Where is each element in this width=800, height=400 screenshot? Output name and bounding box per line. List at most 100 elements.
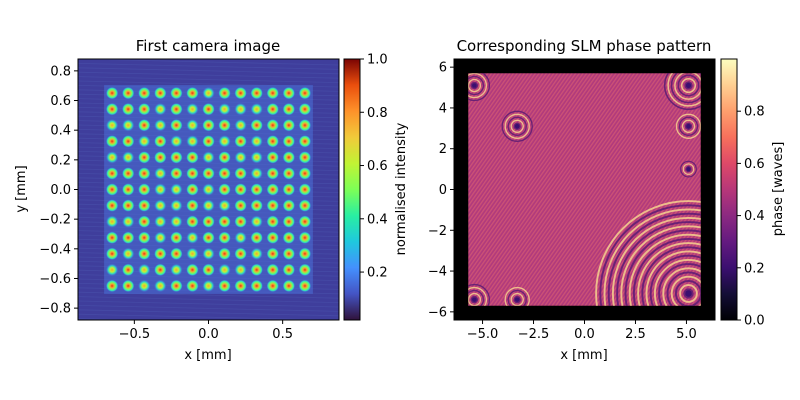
camera-spot xyxy=(250,247,263,260)
slm-fringe-ring xyxy=(603,208,701,306)
camera-spot xyxy=(138,215,151,228)
camera-image-y-ticks: −0.8 −0.6 −0.4 −0.2 0.0 0.2 0.4 0.6 0.8 xyxy=(39,64,78,317)
camera-spot xyxy=(218,135,231,148)
slm-fringe-center xyxy=(686,123,691,129)
camera-spot xyxy=(154,247,167,260)
slm-fringe-ring xyxy=(507,116,527,136)
camera-spot xyxy=(202,135,215,148)
slm-fringe-center xyxy=(471,297,477,303)
camera-image-y-label: y [mm] xyxy=(14,165,29,212)
camera-spot xyxy=(121,279,135,293)
camera-spot xyxy=(234,167,247,180)
slm-phase-y-tick-label: −4 xyxy=(428,265,447,280)
camera-image-y-tick-label: −0.4 xyxy=(39,242,71,257)
slm-fringe-ring xyxy=(663,73,701,111)
intensity-colorbar-tick-label: 0.4 xyxy=(367,212,388,227)
speckle-line xyxy=(78,71,339,79)
camera-spot xyxy=(202,151,215,164)
slm-fringe-ring xyxy=(637,242,701,306)
speckle-line xyxy=(78,313,339,320)
speckle-line xyxy=(78,63,339,70)
slm-fringe-ring xyxy=(470,295,479,304)
camera-spot xyxy=(234,247,247,260)
camera-spot xyxy=(121,135,135,148)
phase-colorbar-tick-label: 0.0 xyxy=(744,314,765,329)
camera-spot xyxy=(138,119,151,132)
phase-colorbar-tick-label: 0.6 xyxy=(744,157,765,172)
camera-spot xyxy=(154,183,167,196)
camera-spot xyxy=(186,151,199,164)
camera-image-x-label: x [mm] xyxy=(184,348,231,363)
slm-fringe-ring xyxy=(468,75,485,96)
camera-spot xyxy=(105,135,119,148)
camera-spot xyxy=(282,263,296,277)
slm-phase-x-tick-label: −5.0 xyxy=(467,327,499,342)
slm-fringe-ring xyxy=(649,254,701,306)
camera-spot xyxy=(186,247,199,260)
camera-image-y-tick-label: 0.4 xyxy=(50,124,71,139)
camera-spot xyxy=(218,151,231,164)
camera-spot xyxy=(105,151,119,164)
camera-spot xyxy=(105,247,119,260)
camera-spot xyxy=(138,183,151,196)
camera-spot xyxy=(234,279,247,293)
slm-fringe-ring xyxy=(468,289,485,306)
camera-spot xyxy=(186,231,199,244)
camera-spot xyxy=(250,199,263,212)
slm-fringe-ring xyxy=(632,237,701,306)
camera-spot xyxy=(186,279,199,293)
slm-phase-y-tick-label: 0 xyxy=(439,183,447,198)
slm-fringe-ring xyxy=(510,119,524,133)
camera-spot xyxy=(154,263,167,277)
phase-colorbar-ticks: 0.0 0.2 0.4 0.6 0.8 xyxy=(737,105,765,329)
slm-phase-panel: Corresponding SLM phase pattern −5.0 −2.5… xyxy=(428,37,786,363)
camera-spot xyxy=(266,119,279,132)
slm-phase-x-tick-label: −2.5 xyxy=(518,327,550,342)
slm-fringe-ring xyxy=(504,113,530,139)
camera-image-x-tick-label: 0.5 xyxy=(272,327,293,342)
camera-spot xyxy=(202,231,215,244)
camera-spot xyxy=(121,231,135,244)
phase-colorbar-label: phase [waves] xyxy=(771,142,786,237)
camera-spot xyxy=(121,102,135,116)
slm-fringe-center xyxy=(471,83,477,88)
intensity-colorbar-tick-label: 0.6 xyxy=(367,159,388,174)
camera-spot xyxy=(282,167,296,180)
camera-spot xyxy=(154,86,167,100)
camera-spot xyxy=(202,199,215,212)
camera-spot xyxy=(250,86,263,100)
speckle-line xyxy=(78,305,339,312)
camera-spot xyxy=(186,119,199,132)
camera-spot xyxy=(266,263,279,277)
slm-fringe-ring xyxy=(658,263,701,306)
slm-aperture xyxy=(468,73,701,306)
phase-colorbar-tick-label: 0.4 xyxy=(744,209,765,224)
camera-spot xyxy=(250,183,263,196)
camera-spot xyxy=(218,119,231,132)
camera-image-panel: First camera image −0.5 0.0 0.5 −0.8−0.6−0… xyxy=(14,37,409,363)
phase-colorbar-tick-label: 0.2 xyxy=(744,261,765,276)
camera-spot xyxy=(282,183,296,196)
camera-spot xyxy=(282,279,296,293)
camera-spot xyxy=(121,151,135,164)
camera-spot xyxy=(266,247,279,260)
camera-spot xyxy=(234,86,247,100)
camera-spot xyxy=(105,183,119,196)
camera-spot xyxy=(121,183,135,196)
camera-spot xyxy=(138,167,151,180)
camera-spot xyxy=(218,231,231,244)
camera-spot xyxy=(234,263,247,277)
slm-fringe-ring xyxy=(670,275,701,306)
camera-spot xyxy=(218,263,231,277)
camera-spot xyxy=(250,135,263,148)
camera-spot xyxy=(202,86,215,100)
slm-fringe-ring xyxy=(681,119,696,133)
camera-spot xyxy=(202,102,215,116)
camera-spot xyxy=(282,231,296,244)
camera-spot xyxy=(202,119,215,132)
camera-spot xyxy=(121,263,135,277)
camera-spot xyxy=(282,86,296,100)
camera-spot xyxy=(202,279,215,293)
slm-phase-y-tick-label: −2 xyxy=(428,224,447,239)
slm-phase-y-tick-label: 2 xyxy=(439,142,447,157)
